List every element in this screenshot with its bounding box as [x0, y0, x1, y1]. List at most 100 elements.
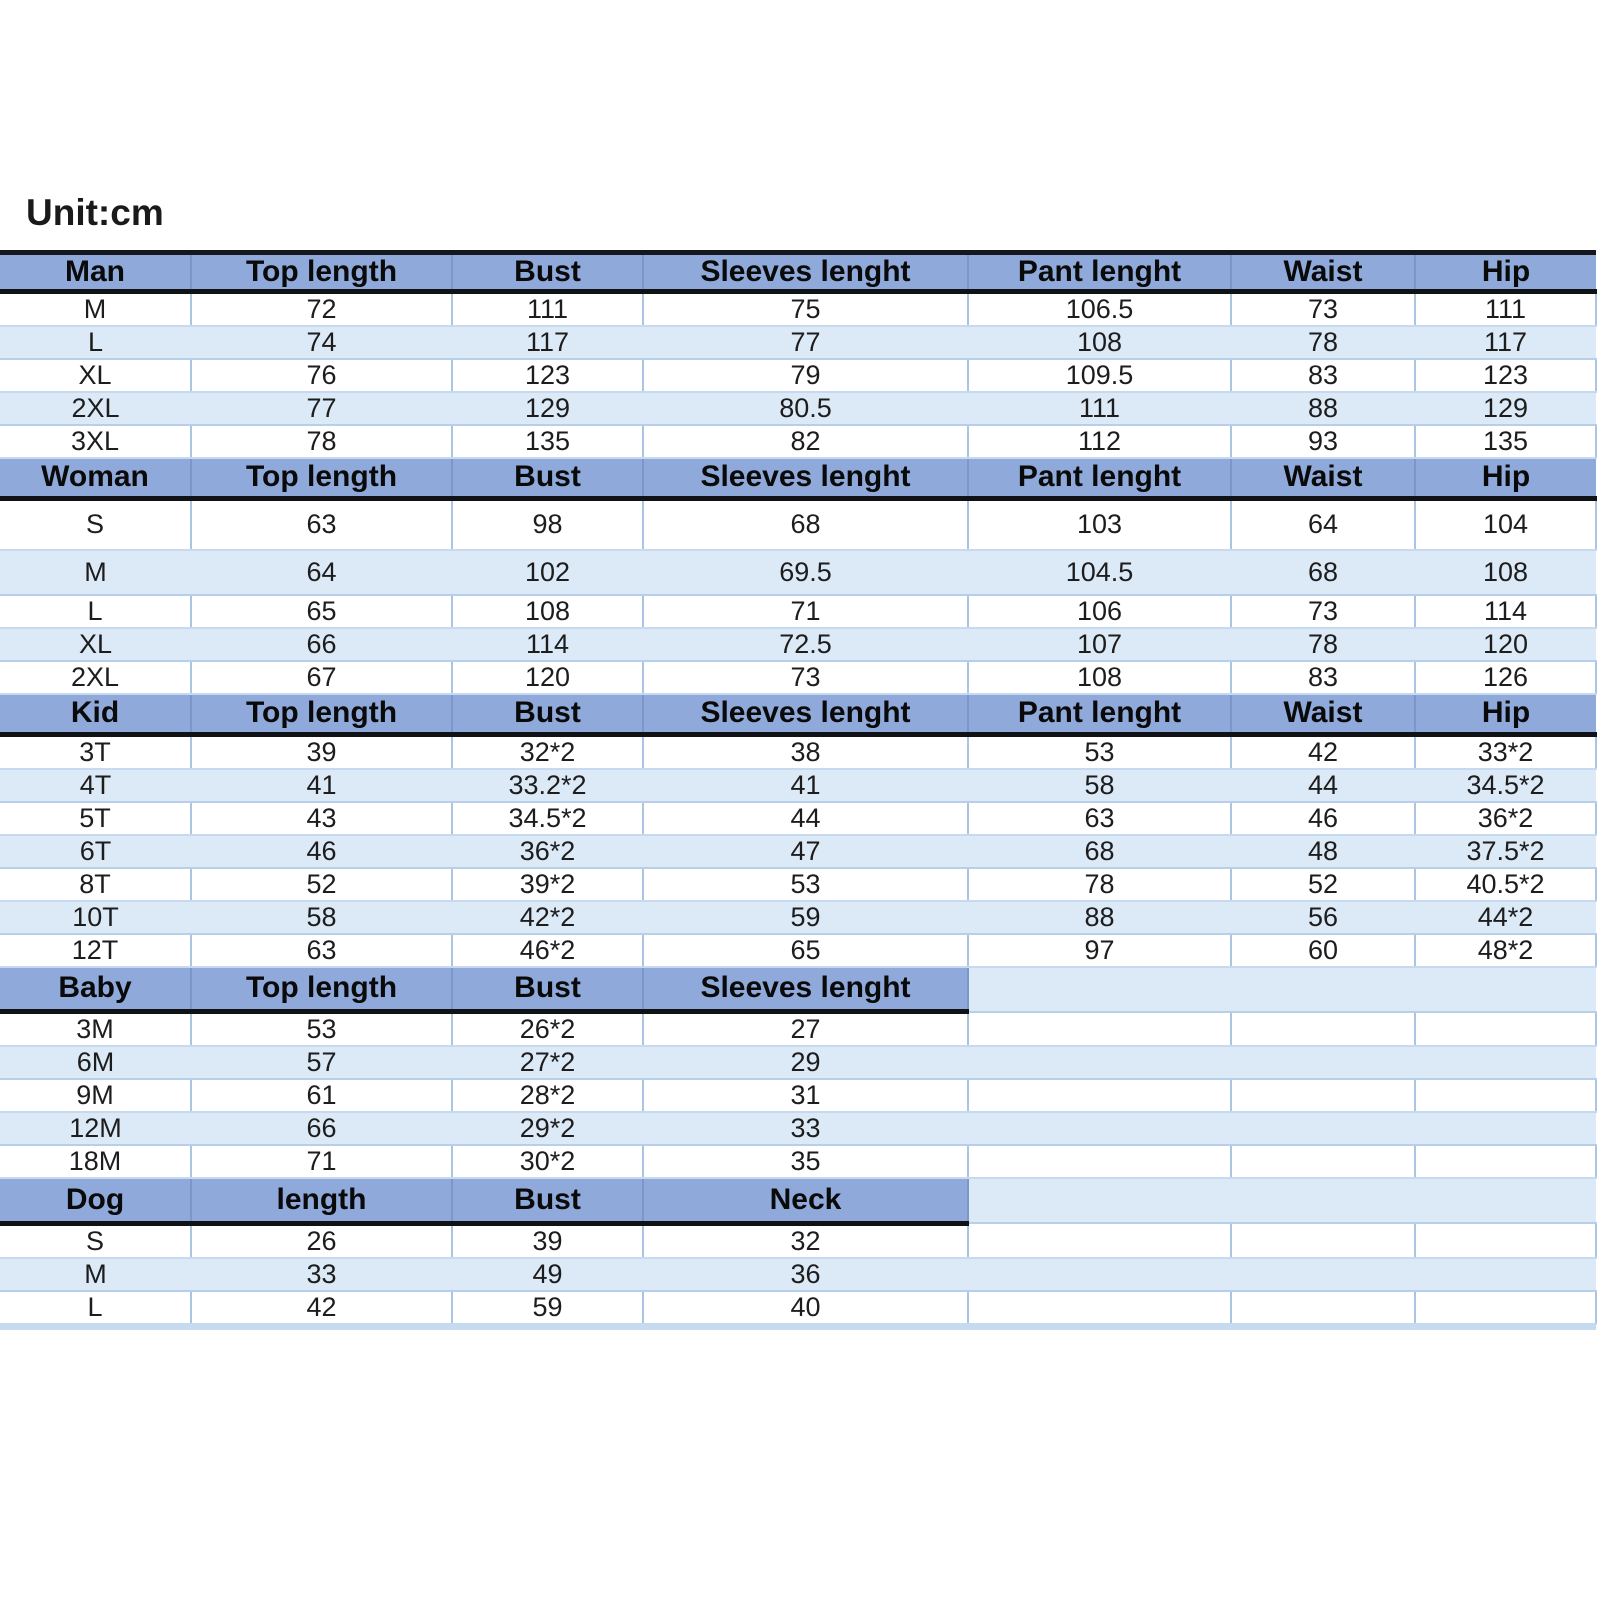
section-header-row: Dog length Bust Neck [0, 1178, 1596, 1226]
value-cell: 44*2 [1415, 900, 1596, 935]
value-cell: 47 [643, 834, 968, 869]
value-cell: 74 [191, 326, 452, 360]
header-filler [968, 966, 1596, 1013]
value-cell: 73 [1231, 595, 1416, 629]
value-cell: 65 [191, 595, 453, 629]
empty-cell [968, 1011, 1232, 1047]
value-cell: 102 [452, 550, 643, 596]
empty-cell [1415, 1290, 1597, 1325]
value-cell: 60 [1231, 933, 1416, 968]
section-header-row: Woman Top length Bust Sleeves lenght Pant le… [0, 458, 1596, 501]
size-cell: 3XL [0, 425, 192, 459]
empty-cell [1415, 1046, 1596, 1080]
value-cell: 78 [1231, 326, 1415, 360]
value-cell: 41 [191, 768, 452, 803]
header-cell: Pant lenght [968, 252, 1232, 294]
value-cell: 46 [191, 834, 452, 869]
value-cell: 117 [452, 326, 643, 360]
table-row: M 72 111 75 106.5 73 111 [0, 291, 1597, 327]
size-cell: L [0, 595, 192, 629]
value-cell: 83 [1231, 359, 1416, 393]
value-cell: 46 [1231, 801, 1416, 836]
table-row: 8T 52 39*2 53 78 52 40.5*2 [0, 867, 1597, 902]
table-row: 3T 39 32*2 38 53 42 33*2 [0, 734, 1597, 770]
value-cell: 58 [191, 900, 452, 935]
value-cell: 29*2 [452, 1112, 643, 1146]
table-row: L 74 117 77 108 78 117 [0, 326, 1596, 360]
size-chart-table: Man Top length Bust Sleeves lenght Pant leng… [0, 250, 1597, 1325]
header-cell: Sleeves lenght [643, 694, 969, 737]
size-cell: 18M [0, 1145, 192, 1179]
value-cell: 83 [1231, 661, 1416, 695]
size-cell: XL [0, 359, 192, 393]
empty-cell [1415, 1011, 1597, 1047]
value-cell: 129 [452, 392, 643, 426]
size-cell: M [0, 1257, 191, 1292]
size-chart-container: Man Top length Bust Sleeves lenght Pant leng… [0, 250, 1597, 1330]
value-cell: 78 [968, 867, 1232, 902]
size-cell: S [0, 498, 192, 551]
size-cell: 10T [0, 900, 191, 935]
value-cell: 135 [452, 425, 644, 459]
value-cell: 68 [968, 834, 1231, 869]
value-cell: 53 [191, 1011, 453, 1047]
empty-cell [968, 1112, 1231, 1146]
table-row: L 65 108 71 106 73 114 [0, 595, 1597, 629]
value-cell: 64 [191, 550, 452, 596]
header-cell: Hip [1415, 252, 1596, 294]
empty-cell [1415, 1257, 1596, 1292]
header-cell: Bust [452, 1178, 644, 1226]
empty-cell [968, 1290, 1232, 1325]
empty-cell [1231, 1079, 1416, 1113]
value-cell: 29 [643, 1046, 968, 1080]
value-cell: 40 [643, 1290, 969, 1325]
value-cell: 120 [1415, 628, 1596, 662]
size-cell: XL [0, 628, 191, 662]
value-cell: 28*2 [452, 1079, 644, 1113]
value-cell: 77 [643, 326, 968, 360]
value-cell: 114 [452, 628, 643, 662]
value-cell: 104.5 [968, 550, 1231, 596]
value-cell: 41 [643, 768, 968, 803]
header-cell: Waist [1231, 694, 1416, 737]
value-cell: 112 [968, 425, 1232, 459]
value-cell: 53 [643, 867, 969, 902]
value-cell: 80.5 [643, 392, 968, 426]
value-cell: 36*2 [452, 834, 643, 869]
value-cell: 123 [1415, 359, 1597, 393]
value-cell: 78 [1231, 628, 1415, 662]
table-row: 9M 61 28*2 31 [0, 1079, 1597, 1113]
size-cell: 6T [0, 834, 191, 869]
value-cell: 33*2 [1415, 734, 1597, 770]
value-cell: 35 [643, 1145, 969, 1179]
value-cell: 49 [452, 1257, 643, 1292]
table-row: 5T 43 34.5*2 44 63 46 36*2 [0, 801, 1597, 836]
value-cell: 108 [968, 326, 1231, 360]
table-row: 12M 66 29*2 33 [0, 1112, 1596, 1146]
value-cell: 77 [191, 392, 452, 426]
table-row: XL 76 123 79 109.5 83 123 [0, 359, 1597, 393]
value-cell: 78 [191, 425, 453, 459]
table-row: 4T 41 33.2*2 41 58 44 34.5*2 [0, 768, 1596, 803]
header-cell: Bust [452, 252, 644, 294]
value-cell: 64 [1231, 498, 1416, 551]
header-cell: Sleeves lenght [643, 458, 969, 501]
value-cell: 88 [968, 900, 1231, 935]
value-cell: 52 [191, 867, 453, 902]
value-cell: 52 [1231, 867, 1416, 902]
table-row: 12T 63 46*2 65 97 60 48*2 [0, 933, 1597, 968]
header-cell: Pant lenght [968, 458, 1232, 501]
table-row: S 26 39 32 [0, 1223, 1597, 1259]
header-cell: length [191, 1178, 453, 1226]
table-row: S 63 98 68 103 64 104 [0, 498, 1597, 551]
value-cell: 66 [191, 1112, 452, 1146]
value-cell: 48*2 [1415, 933, 1597, 968]
value-cell: 109.5 [968, 359, 1232, 393]
value-cell: 56 [1231, 900, 1415, 935]
value-cell: 26*2 [452, 1011, 644, 1047]
size-cell: 6M [0, 1046, 191, 1080]
value-cell: 71 [191, 1145, 453, 1179]
value-cell: 33 [191, 1257, 452, 1292]
value-cell: 39 [191, 734, 453, 770]
